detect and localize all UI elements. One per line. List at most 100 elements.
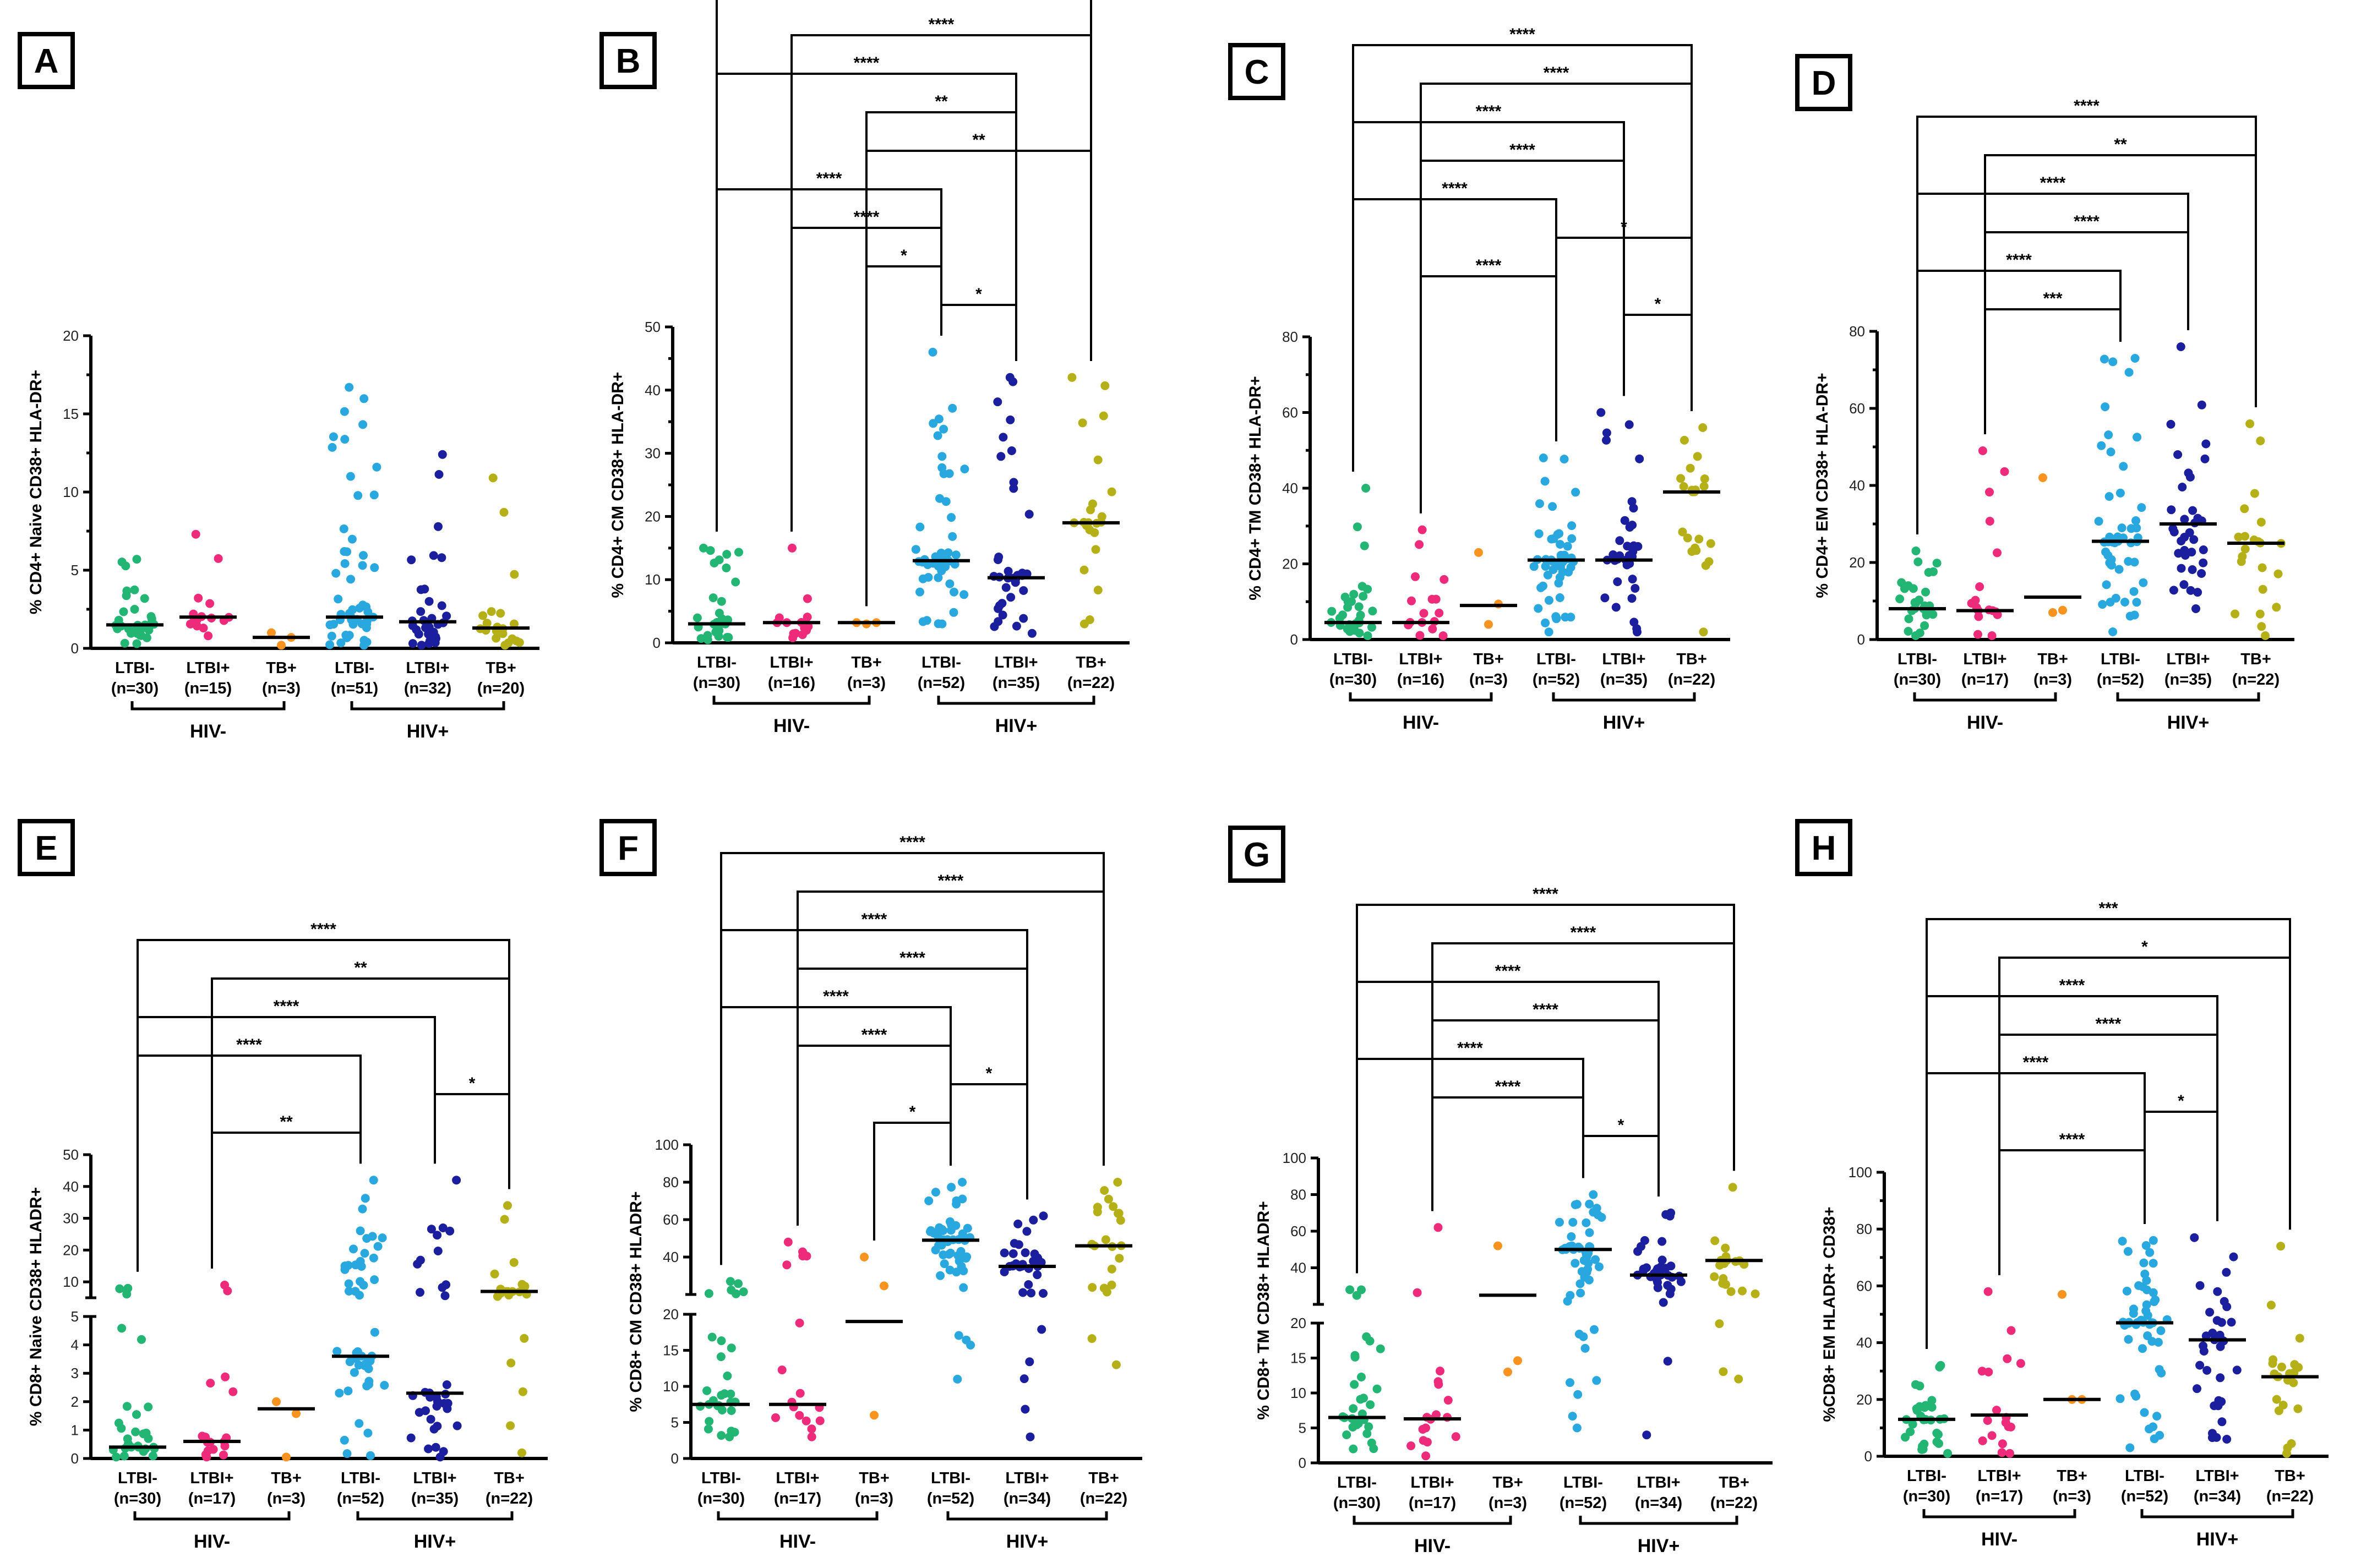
- data-point: [1699, 482, 1709, 491]
- panel-letter: A: [34, 42, 59, 80]
- data-point: [2186, 586, 2195, 595]
- data-point: [931, 1188, 940, 1197]
- data-point: [1529, 562, 1539, 571]
- y-tick-label: 40: [1856, 1335, 1872, 1351]
- category-label: LTBI-: [2125, 1467, 2164, 1485]
- data-point: [1920, 621, 1929, 630]
- data-point: [1413, 1288, 1422, 1297]
- data-point: [139, 1447, 148, 1456]
- data-point: [137, 1335, 146, 1344]
- significance-bracket: [716, 188, 942, 532]
- data-point: [1573, 1390, 1583, 1399]
- data-point: [915, 587, 924, 597]
- category-label: LTBI+: [1637, 1474, 1680, 1491]
- data-point: [2152, 1412, 2162, 1421]
- data-point: [1721, 1243, 1730, 1253]
- data-point: [1104, 1194, 1113, 1204]
- data-point: [442, 611, 451, 621]
- group-label: HIV+: [2167, 712, 2210, 733]
- data-point: [520, 1282, 530, 1291]
- data-point: [1547, 534, 1556, 544]
- data-point: [358, 561, 367, 570]
- data-point: [334, 594, 343, 604]
- group-bracket: [1353, 1516, 1512, 1525]
- data-point: [2108, 357, 2118, 367]
- data-point: [339, 524, 348, 533]
- data-point: [936, 1271, 945, 1280]
- data-point: [947, 513, 956, 522]
- data-point: [214, 554, 223, 563]
- data-point: [1715, 1319, 1724, 1329]
- data-point: [962, 1252, 972, 1261]
- data-point: [424, 597, 434, 606]
- data-point: [953, 1374, 962, 1384]
- data-point: [1740, 1260, 1749, 1269]
- data-point: [2195, 1361, 2205, 1370]
- data-point: [437, 553, 446, 562]
- data-point: [2261, 631, 2270, 640]
- data-point: [1611, 603, 1621, 612]
- significance-label: *: [1618, 1116, 1624, 1134]
- data-point: [702, 1386, 712, 1395]
- y-tick-label: 50: [63, 1146, 79, 1163]
- data-point: [1539, 454, 1548, 462]
- data-point: [993, 397, 1002, 407]
- category-label: LTBI-: [1337, 1474, 1377, 1491]
- group-label: HIV+: [2196, 1529, 2239, 1550]
- significance-label: **: [280, 1113, 293, 1131]
- data-point: [2101, 402, 2110, 412]
- data-point: [112, 1452, 121, 1462]
- data-point: [369, 1253, 378, 1263]
- data-point: [1338, 610, 1347, 620]
- data-point: [2272, 603, 2281, 612]
- significance-bracket: [720, 852, 1105, 1265]
- data-point: [2178, 483, 2187, 491]
- data-point: [1563, 542, 1572, 551]
- data-point: [1901, 1433, 1910, 1442]
- significance-label: ****: [816, 170, 842, 188]
- data-point: [2038, 473, 2047, 482]
- data-point: [958, 1178, 967, 1187]
- data-point: [1909, 584, 1918, 593]
- data-point: [440, 1291, 450, 1301]
- y-tick-label: 0: [1290, 631, 1298, 648]
- data-point: [370, 563, 379, 572]
- data-point: [358, 1204, 367, 1214]
- data-point: [1545, 595, 1553, 605]
- data-point: [706, 546, 715, 555]
- data-point: [219, 1450, 228, 1460]
- data-point: [2106, 447, 2115, 457]
- y-tick-label: 15: [1290, 1350, 1306, 1367]
- data-point: [2213, 1287, 2222, 1296]
- data-point: [2232, 1365, 2242, 1375]
- data-point: [2177, 564, 2186, 573]
- data-point: [1927, 1396, 1937, 1405]
- data-point: [726, 1277, 735, 1286]
- data-point: [1580, 1343, 1590, 1353]
- data-point: [144, 625, 154, 635]
- data-point: [1555, 529, 1564, 538]
- panel-e: E 0 1 2 3 4 5 10 20 30 40 50 % CD8+ Naive CD38+ HLAD…: [18, 819, 548, 1552]
- significance-label: ****: [899, 833, 925, 851]
- significance-bracket: [434, 1093, 510, 1189]
- data-point: [342, 547, 352, 556]
- data-point: [1593, 1210, 1602, 1220]
- data-point: [2173, 450, 2183, 459]
- data-point: [1567, 521, 1577, 531]
- data-point: [2200, 454, 2210, 463]
- data-point: [1567, 1232, 1576, 1241]
- significance-label: **: [354, 959, 367, 977]
- data-point: [1085, 525, 1094, 534]
- y-tick-label: 0: [71, 1450, 79, 1467]
- category-label: TB+: [2275, 1467, 2305, 1485]
- data-point: [1100, 1186, 1109, 1195]
- data-point: [500, 1215, 509, 1224]
- significance-label: *: [975, 285, 982, 303]
- significance-bracket: [1926, 918, 2291, 1349]
- group-label: HIV-: [779, 1531, 816, 1552]
- data-point: [1895, 594, 1905, 604]
- data-point: [1591, 1255, 1600, 1264]
- panel-letter: G: [1244, 836, 1270, 874]
- data-point: [734, 1279, 743, 1288]
- data-point: [782, 1260, 792, 1270]
